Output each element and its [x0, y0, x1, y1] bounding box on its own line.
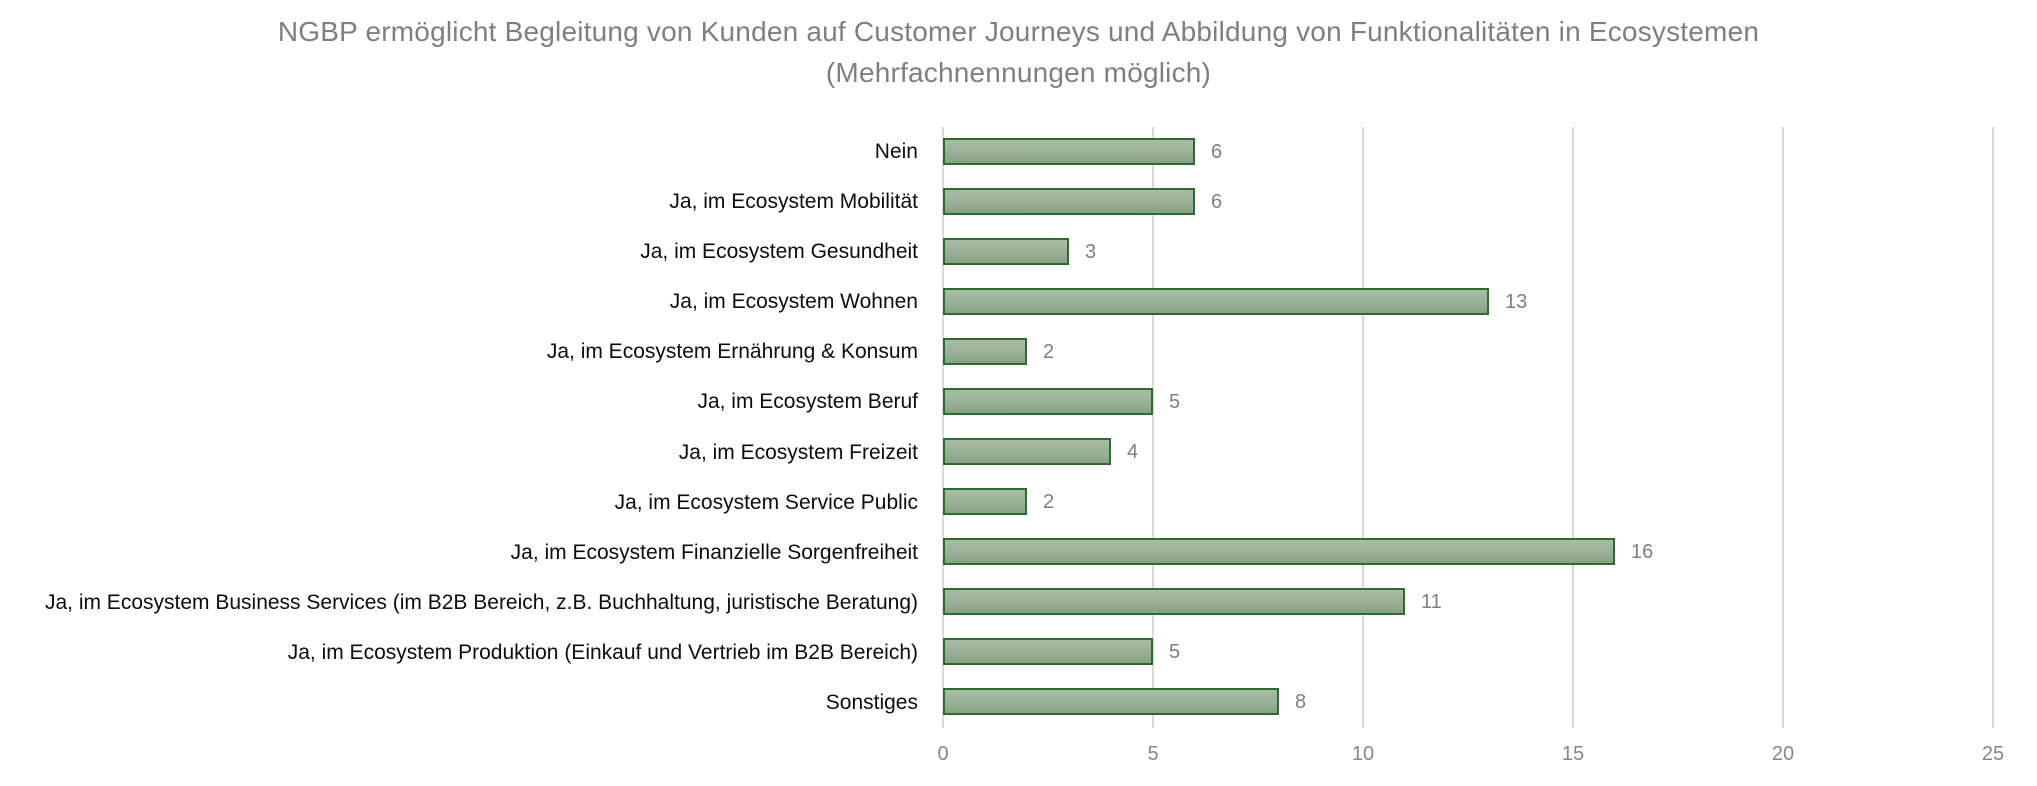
value-label: 13	[1505, 290, 1528, 313]
x-axis-tick-label: 15	[1561, 743, 1585, 765]
bar-row: Ja, im Ecosystem Mobilität 6	[669, 177, 1993, 227]
category-label: Ja, im Ecosystem Business Services (im B…	[44, 590, 918, 614]
value-label: 6	[1211, 140, 1223, 163]
bar-row: Ja, im Ecosystem Beruf 5	[697, 377, 1993, 427]
bar	[943, 488, 1027, 516]
x-axis-tick-label: 20	[1771, 743, 1795, 765]
bar	[943, 688, 1279, 716]
value-label: 6	[1211, 190, 1223, 213]
value-label: 11	[1421, 591, 1442, 614]
chart-title: NGBP ermöglicht Begleitung von Kunden au…	[0, 11, 2037, 93]
plot-area: Nein 6 Ja, im Ecosystem Mobilität 6 Ja, im E…	[45, 127, 1994, 728]
bar-row: Ja, im Ecosystem Gesundheit 3	[640, 227, 1993, 277]
value-label: 16	[1631, 541, 1654, 564]
bar	[943, 538, 1615, 566]
value-label: 4	[1127, 441, 1139, 464]
gridline	[1782, 127, 1784, 728]
category-label: Ja, im Ecosystem Wohnen	[669, 290, 918, 314]
value-label: 2	[1043, 491, 1055, 514]
chart-title-line-2: (Mehrfachnennungen möglich)	[825, 57, 1212, 88]
gridline	[1152, 127, 1154, 728]
bar-row: Ja, im Ecosystem Service Public 2	[615, 478, 1993, 528]
bar-row: Ja, im Ecosystem Finanzielle Sorgenfreih…	[511, 528, 1993, 578]
bar-row: Sonstiges 8	[826, 678, 1993, 728]
bar-row: Ja, im Ecosystem Ernährung & Konsum 2	[547, 327, 1993, 377]
gridline	[1572, 127, 1574, 728]
bar-row: Ja, im Ecosystem Produktion (Einkauf und…	[288, 628, 1993, 678]
x-axis-tick-label: 25	[1981, 743, 2005, 765]
x-axis-tick-label: 10	[1351, 743, 1375, 765]
bar	[943, 137, 1195, 165]
bar	[943, 588, 1405, 616]
x-axis-tick-label: 0	[937, 743, 949, 765]
bar	[943, 287, 1489, 315]
bar-row: Ja, im Ecosystem Wohnen 13	[670, 277, 1993, 327]
bar-row: Nein 6	[875, 127, 1993, 177]
gridline	[1362, 127, 1364, 728]
bar	[943, 638, 1153, 666]
category-label: Ja, im Ecosystem Freizeit	[678, 440, 918, 464]
x-axis-tick-label: 5	[1147, 743, 1159, 765]
bar	[943, 187, 1195, 215]
category-label: Ja, im Ecosystem Beruf	[697, 390, 918, 414]
chart-title-line-1: NGBP ermöglicht Begleitung von Kunden au…	[277, 16, 1760, 47]
gridline	[942, 127, 944, 728]
bar	[943, 337, 1027, 365]
value-label: 5	[1169, 390, 1181, 413]
bar	[943, 438, 1111, 466]
value-label: 2	[1043, 340, 1055, 363]
category-label: Nein	[874, 140, 918, 164]
bar-row: Ja, im Ecosystem Freizeit 4	[679, 428, 1993, 478]
value-label: 5	[1169, 641, 1181, 664]
bar-row: Ja, im Ecosystem Business Services (im B…	[45, 578, 1993, 628]
category-label: Ja, im Ecosystem Gesundheit	[640, 240, 918, 264]
value-label: 3	[1085, 240, 1097, 263]
category-label: Ja, im Ecosystem Produktion (Einkauf und…	[287, 640, 918, 664]
category-label: Ja, im Ecosystem Ernährung & Konsum	[546, 340, 918, 364]
category-label: Ja, im Ecosystem Service Public	[614, 490, 918, 514]
bar	[943, 237, 1069, 265]
category-label: Ja, im Ecosystem Finanzielle Sorgenfreih…	[510, 540, 918, 564]
category-label: Sonstiges	[825, 690, 918, 714]
value-label: 8	[1295, 691, 1307, 714]
bar	[943, 387, 1153, 415]
category-label: Ja, im Ecosystem Mobilität	[669, 190, 918, 214]
gridline	[1992, 127, 1994, 728]
